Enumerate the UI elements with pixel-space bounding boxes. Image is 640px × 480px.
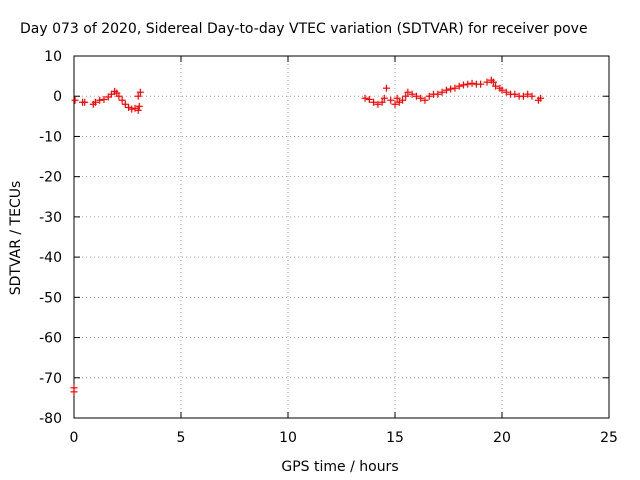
grid bbox=[74, 56, 609, 418]
data-point bbox=[528, 92, 536, 100]
x-tick-label: 20 bbox=[493, 430, 511, 446]
data-point bbox=[492, 82, 500, 90]
y-tick-label: -60 bbox=[39, 331, 62, 347]
data-point bbox=[135, 102, 143, 110]
y-axis-title: SDTVAR / TECUs bbox=[8, 181, 24, 296]
x-tick-label: 25 bbox=[600, 430, 618, 446]
y-tick-label: 0 bbox=[53, 89, 62, 105]
data-point bbox=[524, 90, 532, 98]
x-tick-label: 0 bbox=[70, 430, 79, 446]
data-point bbox=[125, 103, 133, 111]
data-point bbox=[468, 79, 476, 87]
data-point bbox=[382, 84, 390, 92]
data-point bbox=[402, 92, 410, 100]
data-point bbox=[398, 96, 406, 104]
data-points bbox=[70, 76, 545, 396]
y-tick-label: -10 bbox=[39, 129, 62, 145]
data-point bbox=[134, 92, 142, 100]
data-point bbox=[502, 88, 510, 96]
data-point bbox=[421, 96, 429, 104]
data-point bbox=[519, 92, 527, 100]
y-tick-label: -30 bbox=[39, 210, 62, 226]
data-point bbox=[96, 96, 104, 104]
data-point bbox=[464, 80, 472, 88]
data-point bbox=[455, 82, 463, 90]
data-point bbox=[425, 92, 433, 100]
x-tick-label: 5 bbox=[177, 430, 186, 446]
y-tick-label: -20 bbox=[39, 170, 62, 186]
data-point bbox=[387, 96, 395, 104]
data-point bbox=[128, 105, 136, 113]
data-point bbox=[391, 100, 399, 108]
data-point bbox=[498, 86, 506, 94]
data-point bbox=[447, 85, 455, 93]
data-point bbox=[380, 94, 388, 102]
data-point bbox=[408, 90, 416, 98]
data-point bbox=[100, 95, 108, 103]
data-point bbox=[489, 78, 497, 86]
data-point bbox=[477, 80, 485, 88]
data-point bbox=[365, 95, 373, 103]
data-point bbox=[483, 78, 491, 86]
chart-title: Day 073 of 2020, Sidereal Day-to-day VTE… bbox=[20, 21, 588, 37]
data-point bbox=[404, 88, 412, 96]
data-point bbox=[70, 384, 78, 392]
data-point bbox=[361, 94, 369, 102]
data-point bbox=[121, 100, 129, 108]
data-point bbox=[451, 84, 459, 92]
x-axis-title: GPS time / hours bbox=[281, 459, 398, 475]
data-point bbox=[434, 90, 442, 98]
data-point bbox=[417, 94, 425, 102]
data-point bbox=[370, 98, 378, 106]
y-tick-label: -50 bbox=[39, 290, 62, 306]
data-point bbox=[442, 86, 450, 94]
data-point bbox=[115, 92, 123, 100]
data-point bbox=[71, 96, 79, 104]
y-tick-label: -80 bbox=[39, 411, 62, 427]
y-tick-label: -40 bbox=[39, 250, 62, 266]
data-point bbox=[438, 88, 446, 96]
data-point bbox=[537, 94, 545, 102]
y-tick-label: 10 bbox=[44, 49, 62, 65]
axis-ticks: 0 5 10 15 20 25 10 0 -10 -20 -30 -40 -50 -60 -70 -80 bbox=[39, 49, 618, 446]
y-tick-label: -70 bbox=[39, 371, 62, 387]
data-point bbox=[412, 92, 420, 100]
data-point bbox=[374, 100, 382, 108]
data-point bbox=[378, 98, 386, 106]
data-point bbox=[134, 106, 142, 114]
x-tick-label: 10 bbox=[279, 430, 297, 446]
data-point bbox=[81, 98, 89, 106]
plot-frame bbox=[73, 55, 610, 419]
data-point bbox=[136, 88, 144, 96]
data-point bbox=[459, 81, 467, 89]
data-point bbox=[91, 98, 99, 106]
data-point bbox=[393, 94, 401, 102]
x-tick-label: 15 bbox=[386, 430, 404, 446]
data-point bbox=[118, 96, 126, 104]
data-point bbox=[511, 90, 519, 98]
